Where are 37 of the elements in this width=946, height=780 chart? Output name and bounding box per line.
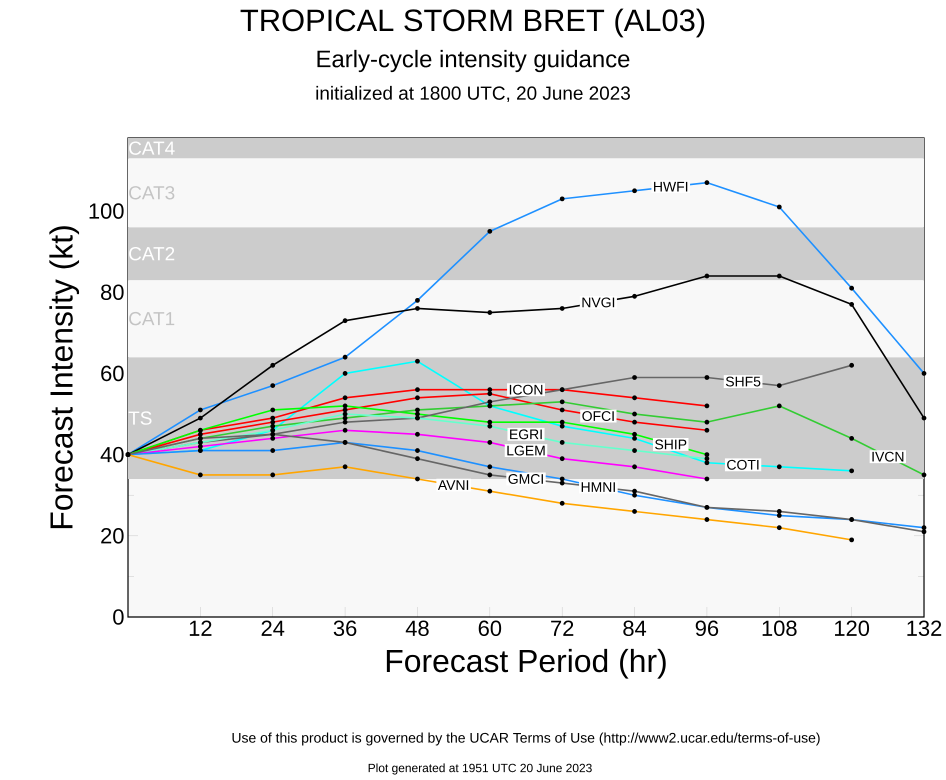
text: initialized at 1800 UTC, 20 June 2023 bbox=[316, 86, 630, 102]
y-tick-label: 40 bbox=[100, 446, 124, 462]
series-label: OFCI bbox=[582, 411, 614, 421]
y-tick-label: 0 bbox=[113, 609, 124, 625]
x-axis-title: Forecast Period (hr) bbox=[386, 648, 666, 679]
x-tick-label: 12 bbox=[190, 620, 212, 636]
series-label: ICON bbox=[510, 384, 542, 395]
series-label: IVCN bbox=[872, 452, 904, 462]
series-label: HMNI bbox=[582, 482, 615, 492]
x-tick-label: 108 bbox=[762, 620, 797, 636]
x-tick-label: 48 bbox=[406, 620, 429, 636]
x-tick-label: 24 bbox=[262, 620, 284, 636]
x-tick-label: 72 bbox=[551, 620, 574, 636]
series-label: GMCI bbox=[508, 474, 543, 484]
series-label: SHF5 bbox=[726, 376, 760, 386]
chart-subtitle: Early-cycle intensity guidance bbox=[317, 50, 630, 72]
chart-title: TROPICAL STORM BRET (AL03) bbox=[240, 8, 704, 38]
y-tick-label: 100 bbox=[90, 203, 124, 219]
series-label: EGRI bbox=[510, 429, 542, 440]
y-tick-label: 60 bbox=[101, 366, 124, 382]
text: Plot generated at 1951 UTC 20 June 2023 bbox=[368, 763, 592, 775]
x-tick-label: 132 bbox=[907, 620, 942, 636]
x-tick-label: 84 bbox=[623, 620, 646, 636]
x-tick-label: 60 bbox=[478, 620, 502, 636]
series-label: COTI bbox=[727, 460, 758, 470]
series-label: HWFI bbox=[654, 182, 688, 192]
text: Use of this product is governed by the UCAR Terms of Use (http://www2.ucar.edu/terms-of-use) bbox=[232, 732, 820, 746]
x-tick-label: 120 bbox=[835, 620, 870, 636]
x-tick-label: 96 bbox=[696, 620, 718, 636]
y-axis-title: Forecast Intensity (kt) bbox=[49, 226, 80, 528]
x-tick-label: 36 bbox=[334, 620, 356, 636]
series-label: SHIP bbox=[655, 440, 686, 450]
series-label: AVNI bbox=[438, 480, 468, 490]
y-tick-label: 20 bbox=[101, 528, 124, 544]
series-label: NVGI bbox=[582, 297, 614, 308]
series-label: LGEM bbox=[507, 446, 545, 456]
y-tick-label: 80 bbox=[101, 284, 124, 300]
